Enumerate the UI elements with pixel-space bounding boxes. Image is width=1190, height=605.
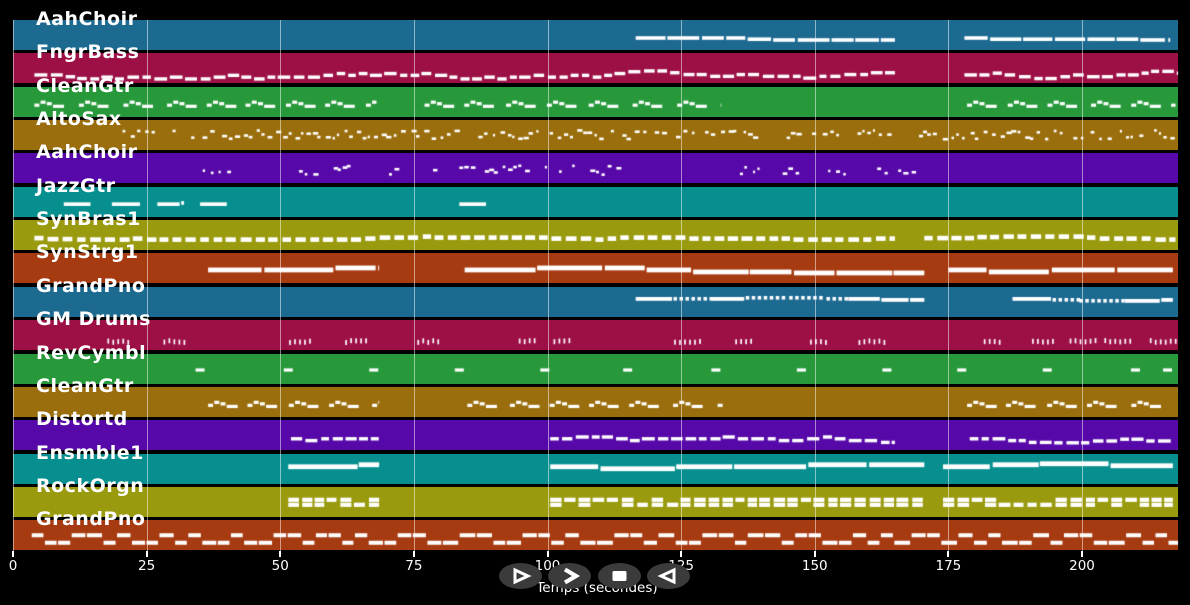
rewind-button[interactable] bbox=[646, 563, 690, 589]
track-label: AahChoir bbox=[36, 8, 138, 30]
fast-forward-button[interactable] bbox=[548, 563, 591, 589]
track-label: GM Drums bbox=[36, 308, 151, 331]
stop-button[interactable] bbox=[597, 563, 641, 589]
track-label: SynBras1 bbox=[36, 208, 141, 231]
track-label: CleanGtr bbox=[36, 374, 134, 397]
play-button[interactable] bbox=[499, 563, 542, 589]
stop-icon bbox=[612, 571, 626, 581]
track-label: AltoSax bbox=[36, 108, 122, 131]
track-label: JazzGtr bbox=[36, 174, 116, 197]
track-label: RevCymbl bbox=[36, 341, 147, 364]
track-label: FngrBass bbox=[36, 41, 140, 64]
track-label: SynStrg1 bbox=[36, 241, 139, 264]
track-label: Ensmble1 bbox=[36, 441, 144, 464]
play-icon bbox=[513, 567, 532, 585]
track-label: GrandPno bbox=[36, 274, 146, 297]
track-label: Distortd bbox=[36, 408, 128, 431]
track-label: CleanGtr bbox=[36, 74, 134, 97]
rewind-icon bbox=[656, 567, 675, 585]
track-label: RockOrgn bbox=[36, 474, 145, 497]
track-label: GrandPno bbox=[36, 508, 146, 531]
fast-forward-icon bbox=[563, 567, 581, 585]
track-label: AahChoir bbox=[36, 141, 138, 164]
